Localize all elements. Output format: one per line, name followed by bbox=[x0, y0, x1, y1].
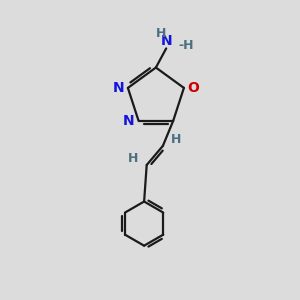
Text: N: N bbox=[112, 81, 124, 95]
Text: N: N bbox=[160, 34, 172, 48]
Text: N: N bbox=[123, 114, 135, 128]
Text: H: H bbox=[171, 133, 181, 146]
Text: O: O bbox=[188, 81, 200, 95]
Text: H: H bbox=[128, 152, 139, 165]
Text: -H: -H bbox=[178, 39, 194, 52]
Text: H: H bbox=[156, 27, 166, 40]
